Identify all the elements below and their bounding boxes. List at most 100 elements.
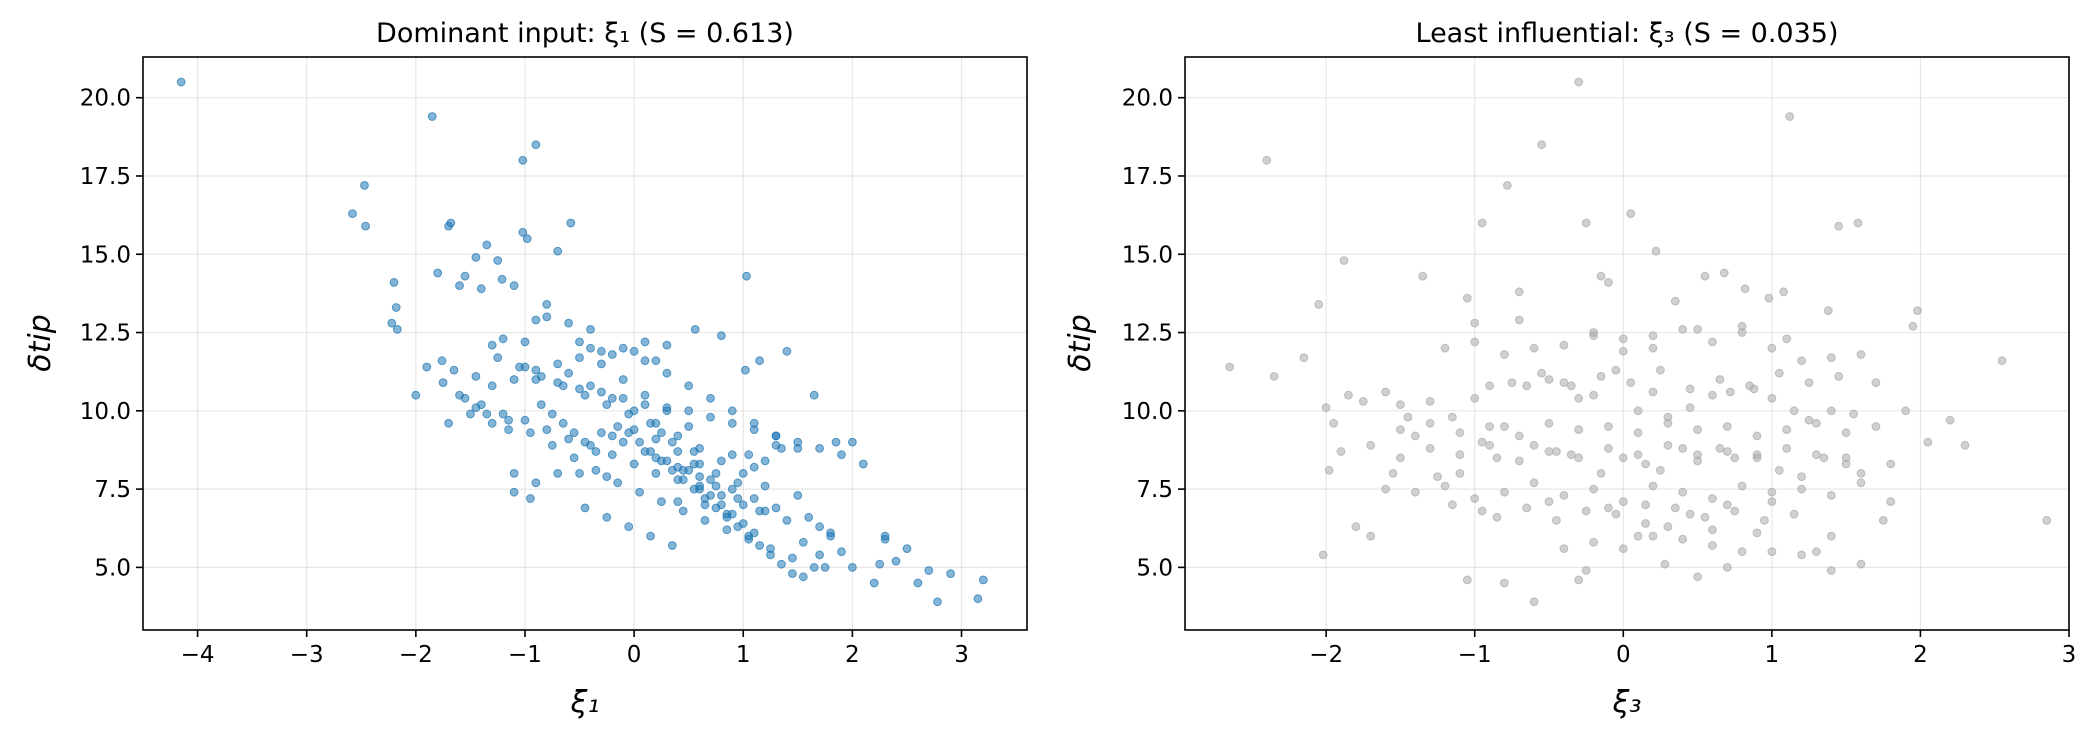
right-plot-point	[1529, 440, 1539, 450]
left-plot-point	[815, 522, 824, 532]
right-plot-point	[1853, 218, 1863, 228]
left-plot-point	[522, 234, 532, 244]
left-plot-point	[569, 428, 579, 438]
left-plot-point	[618, 343, 628, 353]
right-plot-point	[1433, 472, 1442, 482]
left-plot-point	[782, 516, 792, 525]
right-plot-point	[1544, 497, 1554, 507]
right-plot-point	[1581, 506, 1591, 516]
right-plot-point	[1455, 469, 1465, 478]
right-plot-point	[1596, 469, 1606, 478]
right-plot-point	[1574, 575, 1584, 585]
left-plot-point	[531, 365, 541, 375]
right-plot-point	[1366, 440, 1376, 450]
left-plot-point	[733, 494, 743, 503]
left-plot-point	[755, 541, 764, 550]
right-plot-point	[1651, 246, 1661, 256]
left-plot-point	[558, 418, 568, 428]
right-plot-point	[1826, 491, 1836, 500]
right-plot-point	[1462, 575, 1472, 585]
left-plot-point	[520, 337, 530, 347]
left-plot-point	[831, 437, 841, 447]
left-plot-point	[422, 362, 432, 372]
left-plot-point	[700, 516, 710, 525]
left-plot-point	[602, 472, 612, 482]
right-plot-point	[1678, 487, 1688, 497]
left-plot-point	[667, 541, 677, 550]
right-plot-point	[1470, 494, 1480, 503]
right-plot-point	[1381, 484, 1390, 494]
right-plot-point	[1871, 378, 1881, 388]
right-plot-point	[1462, 293, 1472, 303]
right-plot-point	[1693, 425, 1702, 435]
right-plot-point	[1823, 306, 1833, 316]
left-plot-point	[684, 381, 694, 391]
right-plot-point	[1767, 497, 1777, 507]
right-plot-point	[1663, 418, 1673, 428]
right-plot-point	[1767, 393, 1777, 403]
left-plot-point	[848, 563, 857, 572]
left-plot-point	[858, 459, 868, 469]
right-plot-point	[1500, 350, 1509, 359]
right-plot-point	[1871, 422, 1881, 431]
right-plot-point	[1522, 381, 1532, 391]
left-plot-point	[586, 343, 595, 353]
right-plot-point	[1425, 444, 1435, 453]
left-plot-point	[597, 387, 606, 397]
right-plot-point	[1730, 453, 1740, 463]
right-plot-y-tick-label: 5.0	[1136, 555, 1173, 581]
left-plot-point	[547, 409, 557, 419]
left-plot-point	[531, 315, 541, 325]
right-plot-point	[1648, 387, 1658, 397]
right-plot-point	[1410, 487, 1420, 497]
right-plot-point	[1440, 481, 1450, 491]
left-plot-point	[389, 278, 399, 287]
right-plot-point	[1849, 409, 1858, 419]
left-plot-point	[771, 440, 781, 450]
right-plot-point	[1812, 547, 1821, 557]
left-plot-point	[749, 462, 759, 472]
left-plot-x-tick-label: 3	[954, 642, 969, 668]
left-plot-point	[673, 462, 683, 472]
right-plot-point	[1826, 353, 1836, 363]
left-plot-point	[444, 221, 454, 231]
right-plot-point	[1403, 412, 1413, 422]
left-plot-point	[629, 406, 639, 416]
left-plot-point	[607, 350, 617, 359]
left-plot-point	[635, 487, 644, 497]
left-plot-point	[738, 519, 748, 528]
right-plot-point	[1314, 300, 1324, 309]
left-plot-point	[437, 356, 447, 366]
left-plot-point	[749, 418, 759, 428]
left-plot-point	[684, 465, 694, 475]
left-plot-point	[542, 425, 552, 435]
right-plot-point	[1618, 346, 1628, 356]
right-plot-point	[1440, 343, 1450, 353]
right-plot-point	[1641, 500, 1650, 510]
right-plot-x-tick-label: 1	[1765, 642, 1780, 668]
left-plot-point	[673, 431, 683, 441]
right-plot-point	[1329, 418, 1338, 428]
left-plot-point	[564, 434, 573, 444]
right-plot-y-axis-label: δtip	[1063, 314, 1098, 372]
left-plot-point	[651, 356, 661, 366]
right-plot-point	[1708, 337, 1717, 347]
right-plot-point	[1908, 321, 1918, 331]
right-plot-point	[1492, 512, 1502, 522]
right-plot-ticks: −2 −1 0 1 2 3 5.0 7.5 10.0 12.5 15.0 17.5 20.0	[1122, 86, 2077, 668]
right-plot-point	[1685, 384, 1695, 394]
right-plot-point	[1685, 403, 1695, 413]
right-plot-point	[1559, 544, 1569, 553]
right-plot-point	[1945, 415, 1955, 425]
right-plot-point	[1648, 481, 1658, 491]
right-plot-point	[1455, 428, 1465, 438]
right-plot-point	[1693, 572, 1702, 582]
right-plot-point	[1566, 450, 1576, 460]
right-plot-point	[1856, 350, 1866, 359]
left-plot-point	[826, 528, 835, 538]
left-plot-point	[815, 550, 824, 560]
right-plot-point	[1834, 221, 1844, 231]
right-plot-point	[1737, 328, 1747, 337]
right-plot-point	[1618, 544, 1628, 553]
